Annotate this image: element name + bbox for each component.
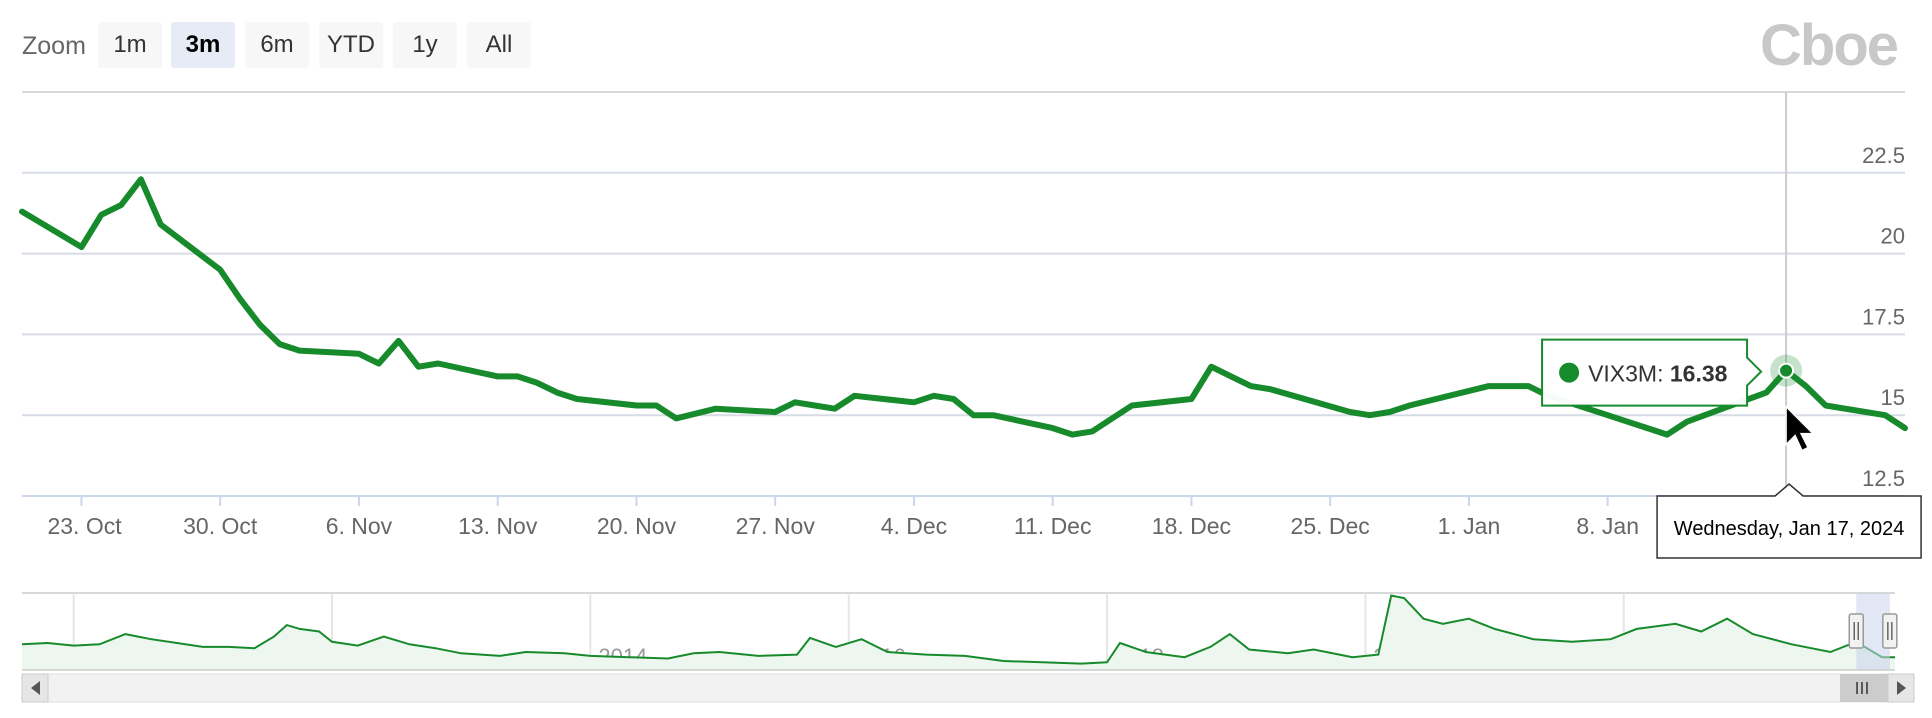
tooltip-value: 16.38: [1670, 361, 1728, 387]
x-tick-label: 30. Oct: [183, 513, 258, 539]
zoom-label: Zoom: [22, 32, 86, 60]
scrollbar-track[interactable]: [21, 673, 1906, 703]
mouse-cursor-icon: [1785, 404, 1815, 452]
navigator-right-handle[interactable]: [1882, 613, 1898, 649]
series-tooltip: [1541, 338, 1763, 407]
x-tick-label: 6. Nov: [326, 513, 393, 539]
zoom-ytd-button[interactable]: YTD: [319, 22, 383, 68]
tooltip-series-label: VIX3M:: [1588, 361, 1670, 387]
x-tick-label: 20. Nov: [597, 513, 677, 539]
x-tick-label: 1. Jan: [1438, 513, 1501, 539]
zoom-3m-button[interactable]: 3m: [171, 22, 235, 68]
y-tick-label: 17.5: [1862, 304, 1905, 329]
cboe-logo: Cboe: [1760, 13, 1899, 78]
x-tick-label: 11. Dec: [1014, 513, 1092, 539]
y-tick-label: 12.5: [1862, 466, 1905, 491]
x-tick-label: 25. Dec: [1291, 513, 1370, 539]
navigator-area: [22, 595, 1895, 670]
navigator-left-handle[interactable]: [1848, 613, 1864, 649]
zoom-all-button[interactable]: All: [467, 22, 531, 68]
x-tick-label: 13. Nov: [458, 513, 538, 539]
y-tick-label: 22.5: [1862, 143, 1905, 168]
zoom-1y-button[interactable]: 1y: [393, 22, 457, 68]
x-tick-label: 4. Dec: [881, 513, 947, 539]
x-tick-label: 23. Oct: [47, 513, 122, 539]
tooltip-series-text: VIX3M: 16.38: [1588, 361, 1728, 387]
x-tick-label: 18. Dec: [1152, 513, 1231, 539]
hover-point-marker: [1778, 362, 1795, 379]
x-tick-label: 8. Jan: [1576, 513, 1639, 539]
zoom-6m-button[interactable]: 6m: [245, 22, 309, 68]
scrollbar-thumb[interactable]: [1840, 674, 1888, 702]
x-tick-label: 27. Nov: [736, 513, 816, 539]
navigator-series-line: [21, 594, 1895, 665]
chevron-left-icon: [31, 681, 40, 695]
y-tick-label: 20: [1881, 224, 1905, 249]
y-tick-label: 15: [1881, 385, 1905, 410]
zoom-1m-button[interactable]: 1m: [98, 22, 162, 68]
chevron-right-icon: [1897, 681, 1906, 695]
tooltip-date: Wednesday, Jan 17, 2024: [1674, 518, 1905, 540]
date-tooltip: [1656, 483, 1922, 559]
series-color-dot: [1559, 362, 1580, 383]
